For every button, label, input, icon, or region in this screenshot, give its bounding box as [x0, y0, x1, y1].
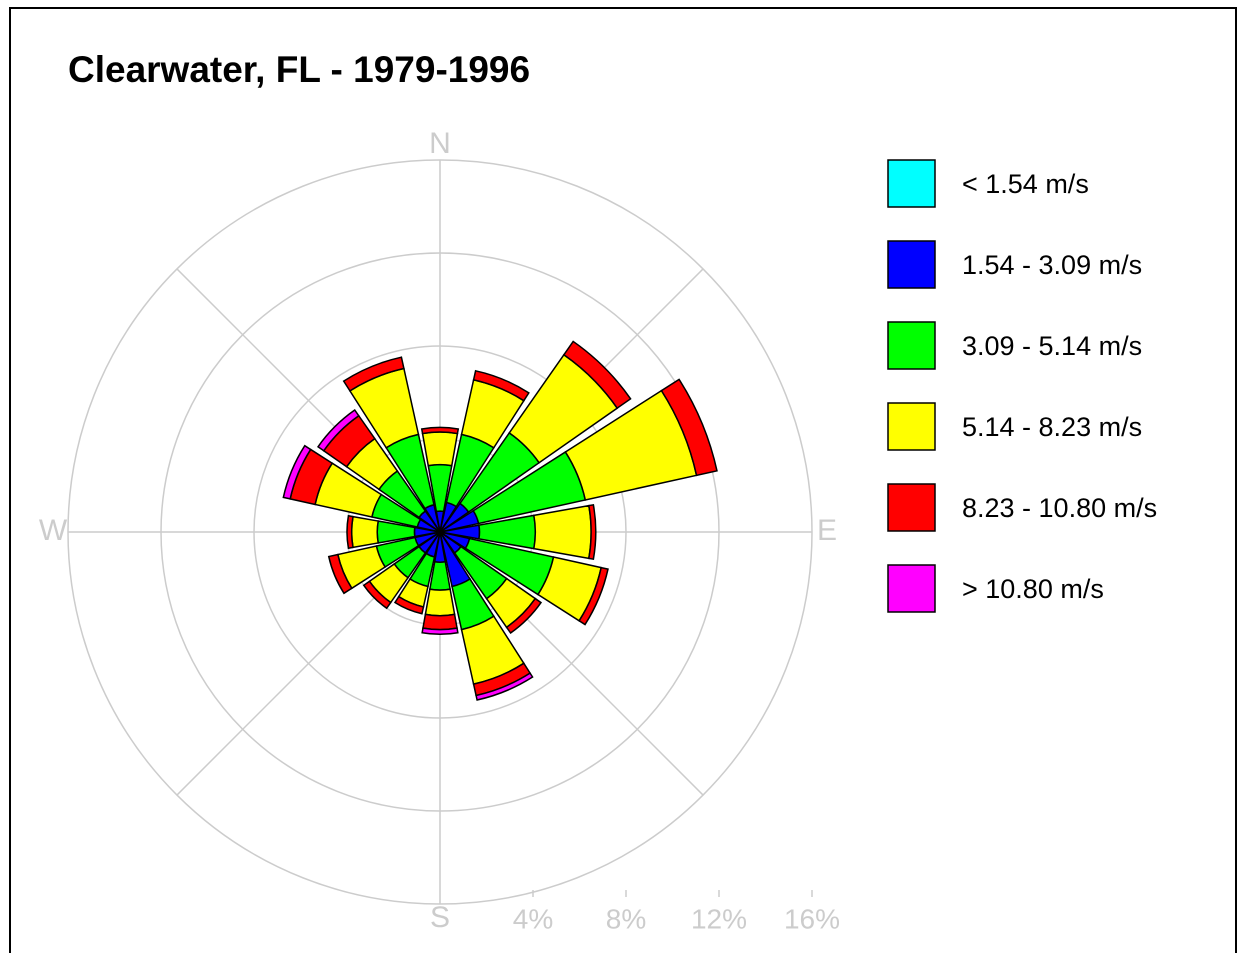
wedge-segment: [282, 444, 312, 500]
grid-circle: [67, 159, 813, 905]
wedge-segment: [346, 514, 354, 550]
legend-label: > 10.80 m/s: [962, 574, 1104, 604]
wedge-segment: [327, 553, 353, 595]
wedge-segment: [422, 613, 458, 631]
legend-swatch: [887, 321, 936, 370]
r-tick-label: 16%: [784, 903, 840, 934]
direction-label: W: [39, 514, 68, 547]
wedge-segment: [316, 408, 360, 452]
wedge-segment: [421, 431, 459, 467]
wedge-segment: [562, 340, 632, 410]
wedge-segment: [342, 356, 405, 392]
wedge-segment: [472, 369, 530, 402]
direction-label: S: [430, 901, 450, 934]
wedge-segment: [660, 378, 718, 477]
legend-label: < 1.54 m/s: [962, 169, 1089, 199]
chart-title: Clearwater, FL - 1979-1996: [68, 49, 530, 90]
wedge-segment: [578, 566, 609, 626]
r-tick-label: 12%: [691, 903, 747, 934]
legend-label: 5.14 - 8.23 m/s: [962, 412, 1142, 442]
wedge-segment: [420, 426, 460, 435]
wedge-segment: [587, 503, 597, 561]
direction-label: E: [817, 514, 837, 547]
legend-label: 8.23 - 10.80 m/s: [962, 493, 1157, 523]
legend-swatch: [887, 483, 936, 532]
wedge-segment: [362, 580, 392, 610]
r-tick-label: 4%: [513, 903, 553, 934]
wedge-segment: [505, 597, 543, 635]
wedge-segment: [532, 504, 592, 560]
legend-swatch: [887, 564, 936, 613]
grid-circle: [160, 252, 720, 812]
wedge-segment: [393, 595, 425, 615]
wedge-segment: [350, 515, 380, 549]
wedge-segment: [424, 588, 456, 617]
wedge-segment: [421, 627, 459, 635]
legend-label: 3.09 - 5.14 m/s: [962, 331, 1142, 361]
legend-swatch: [887, 159, 936, 208]
wedge-segment: [475, 672, 534, 701]
legend-label: 1.54 - 3.09 m/s: [962, 250, 1142, 280]
r-tick-label: 8%: [606, 903, 646, 934]
grid-circle: [253, 345, 627, 719]
legend-swatch: [887, 240, 936, 289]
legend-swatch: [887, 402, 936, 451]
direction-label: N: [429, 127, 451, 160]
